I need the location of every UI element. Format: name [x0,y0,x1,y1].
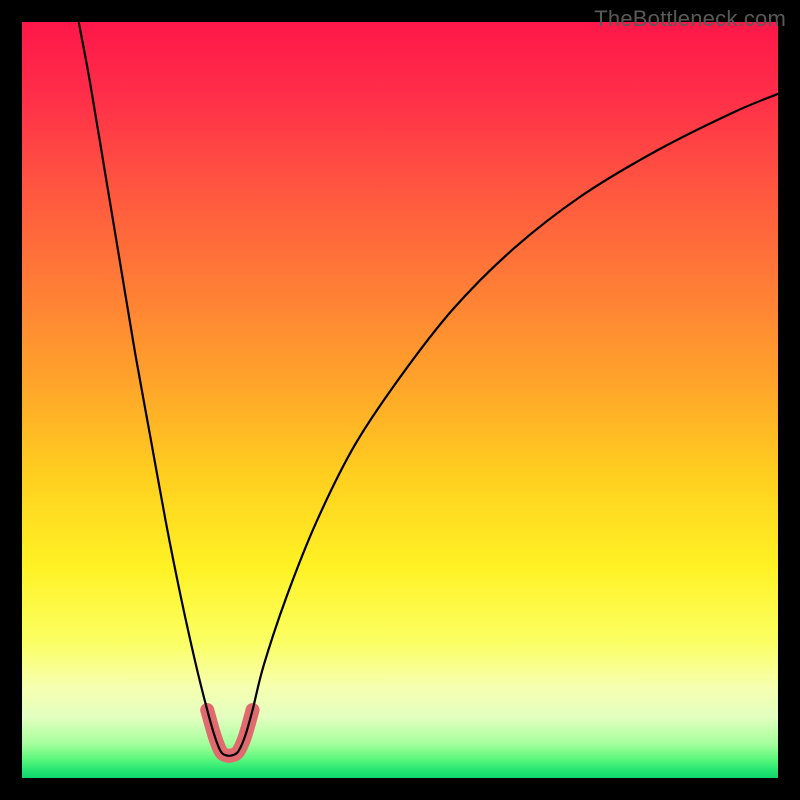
chart-frame: TheBottleneck.com [0,0,800,800]
chart-svg [0,0,800,800]
watermark-text: TheBottleneck.com [594,6,786,32]
plot-background [22,22,778,778]
